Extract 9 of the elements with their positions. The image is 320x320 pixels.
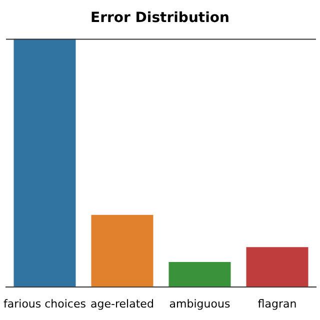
- chart-title: Error Distribution: [90, 10, 230, 26]
- x-tick-label: age-related: [90, 297, 154, 310]
- x-tick-label: farious choices: [3, 297, 86, 310]
- bar: [91, 214, 154, 287]
- bar: [168, 262, 231, 287]
- bar: [14, 38, 76, 287]
- x-tick-label: flagran: [258, 297, 297, 310]
- x-tick-label: ambiguous: [169, 297, 230, 310]
- bar: [246, 247, 308, 287]
